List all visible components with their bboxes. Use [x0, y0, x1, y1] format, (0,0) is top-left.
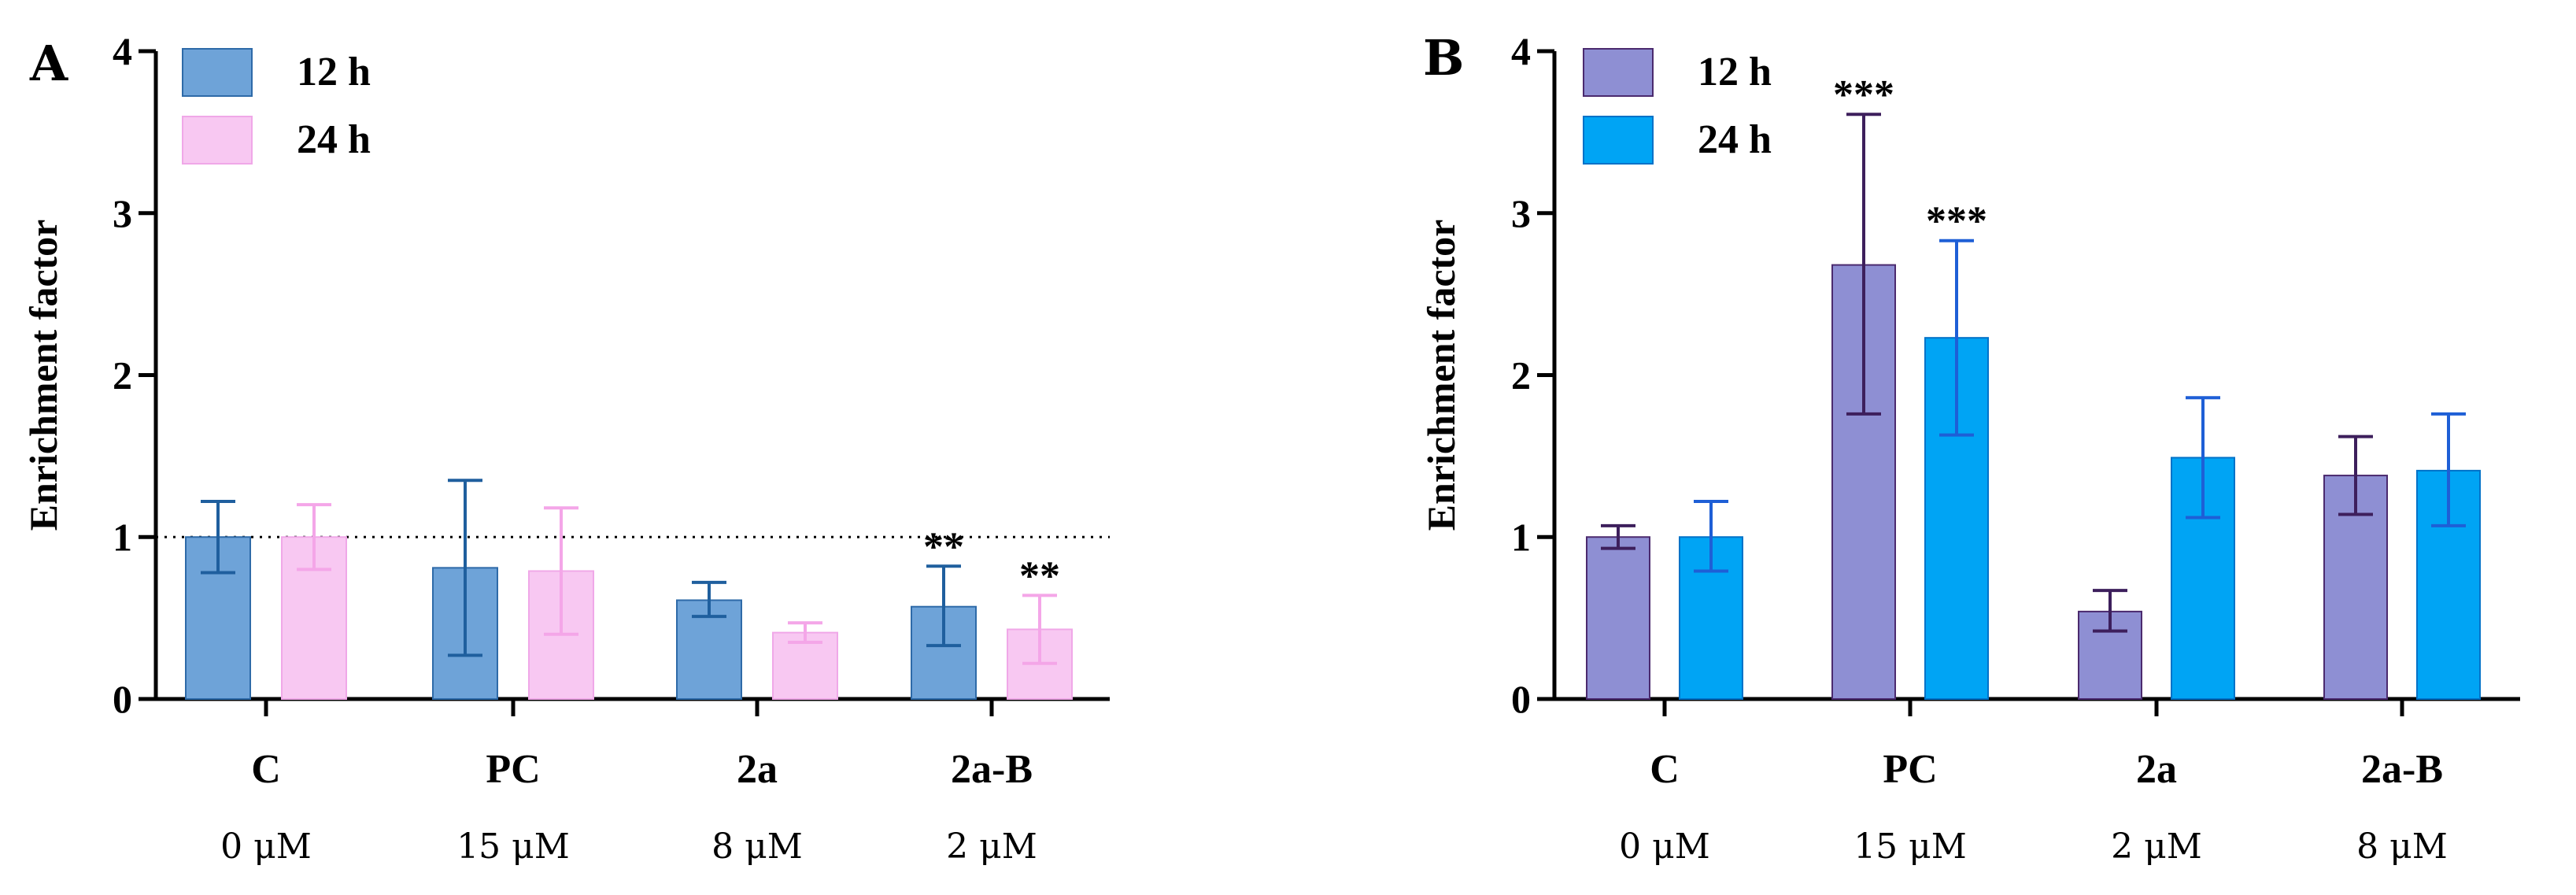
legend-swatch [182, 48, 253, 97]
y-axis-label: Enrichment factor [21, 220, 65, 531]
significance-annotation: *** [1833, 72, 1894, 117]
category-label: PC [1883, 747, 1937, 792]
legend-label: 24 h [1698, 117, 1772, 162]
y-tick-label: 0 [1511, 677, 1531, 721]
y-axis-label: Enrichment factor [1419, 220, 1463, 531]
category-label: C [1650, 747, 1680, 792]
bar-12h-2a-B [2323, 475, 2388, 700]
category-label: C [251, 747, 281, 792]
y-tick-label: 4 [1511, 29, 1531, 73]
panel-a-letter: A [29, 35, 68, 92]
y-tick-label: 2 [1511, 353, 1531, 398]
y-tick-label: 3 [113, 191, 132, 235]
concentration-label: 8 μM [2356, 827, 2448, 867]
concentration-label: 8 μM [711, 827, 803, 867]
concentration-label: 2 μM [946, 827, 1037, 867]
concentration-label: 15 μM [456, 827, 570, 867]
legend-swatch [1583, 48, 1654, 97]
category-label: PC [486, 747, 540, 792]
category-label: 2a [2136, 747, 2177, 792]
significance-annotation: ** [923, 524, 964, 569]
panel-b-letter: B [1423, 29, 1464, 87]
category-label: 2a-B [2361, 747, 2443, 792]
y-tick-label: 2 [113, 353, 132, 398]
panel-b: B 0 1 2 3 4 Enrichment factor C 0 μM PC 15 μM 2a 2 … [1419, 29, 2520, 867]
category-label: 2a [737, 747, 778, 792]
bar-12h-C [1586, 536, 1650, 700]
legend-label: 24 h [297, 117, 371, 162]
concentration-label: 0 μM [220, 827, 312, 867]
concentration-label: 2 μM [2111, 827, 2202, 867]
concentration-label: 15 μM [1853, 827, 1967, 867]
legend-swatch [182, 116, 253, 165]
significance-annotation: *** [1926, 199, 1987, 244]
y-tick-label: 1 [113, 515, 132, 559]
legend-swatch [1583, 116, 1654, 165]
significance-annotation: ** [1019, 553, 1060, 598]
bar-12h-2a [2078, 610, 2142, 701]
y-tick-label: 1 [1511, 515, 1531, 559]
y-tick-label: 4 [113, 29, 132, 73]
y-tick-label: 0 [113, 677, 132, 721]
y-tick-label: 3 [1511, 191, 1531, 235]
concentration-label: 0 μM [1619, 827, 1710, 867]
legend-label: 12 h [1698, 50, 1772, 94]
category-label: 2a-B [951, 747, 1033, 792]
panel-a: A 0 1 2 3 4 Enrichment factor C 0 μM PC 15 μM 2a 8 … [21, 29, 1110, 867]
legend-label: 12 h [297, 50, 371, 94]
